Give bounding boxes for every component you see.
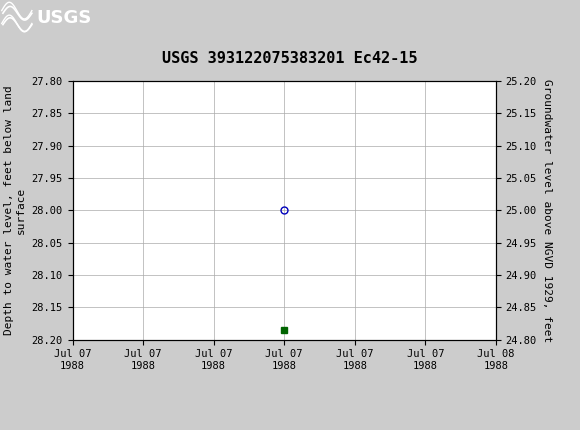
- Text: USGS: USGS: [37, 9, 92, 27]
- Text: USGS 393122075383201 Ec42-15: USGS 393122075383201 Ec42-15: [162, 51, 418, 66]
- Y-axis label: Groundwater level above NGVD 1929, feet: Groundwater level above NGVD 1929, feet: [542, 79, 552, 342]
- Y-axis label: Depth to water level, feet below land
surface: Depth to water level, feet below land su…: [5, 86, 26, 335]
